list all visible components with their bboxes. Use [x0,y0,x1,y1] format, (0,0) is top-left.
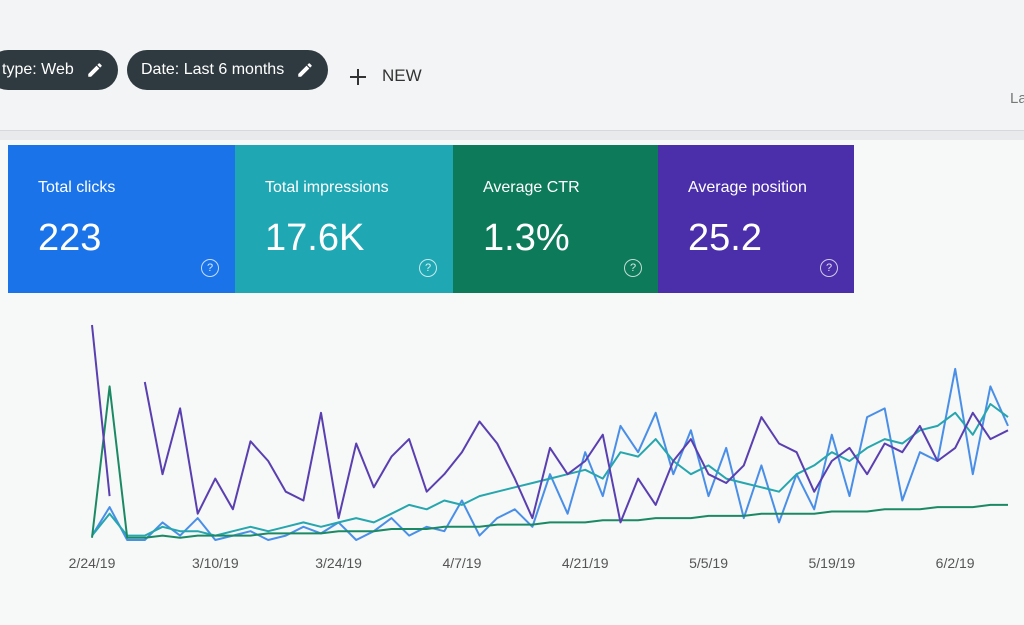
edit-icon [298,63,312,77]
legend-label: Average CTR [483,179,580,196]
help-icon: ? [624,259,642,277]
help-icon: ? [820,259,838,277]
legend-label: Average position [688,179,807,196]
metric-value: 223 [38,217,102,259]
plus-icon [350,69,366,85]
help-icon: ? [419,259,437,277]
new-button[interactable]: NEW [348,66,422,86]
legend-label: Total impressions [265,179,389,196]
filter-chip[interactable]: type: Web [0,50,118,90]
metric-card[interactable]: Total clicks 223? [8,145,235,293]
metric-card[interactable]: Total impressions 17.6K? [235,145,453,293]
metric-card[interactable]: Average position 25.2? [658,145,854,293]
metric-card[interactable]: Average CTR 1.3%? [453,145,658,293]
chip-label: type: Web [2,61,74,78]
cut-off-text: La [1010,90,1024,107]
chip-label: Date: Last 6 months [141,61,285,78]
help-icon: ? [201,259,219,277]
new-label: NEW [382,66,422,85]
toolbar: type: Web Date: Last 6 months NEW La [0,0,1024,131]
metric-value: 1.3% [483,217,570,259]
metric-value: 25.2 [688,217,762,259]
edit-icon [88,63,102,77]
legend-label: Total clicks [38,179,116,196]
metric-value: 17.6K [265,217,365,259]
filter-chip[interactable]: Date: Last 6 months [127,50,329,90]
